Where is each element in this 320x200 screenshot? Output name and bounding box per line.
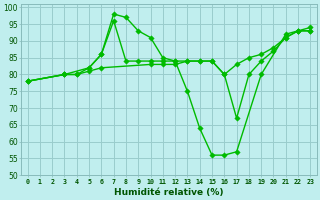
X-axis label: Humidité relative (%): Humidité relative (%)	[114, 188, 224, 197]
